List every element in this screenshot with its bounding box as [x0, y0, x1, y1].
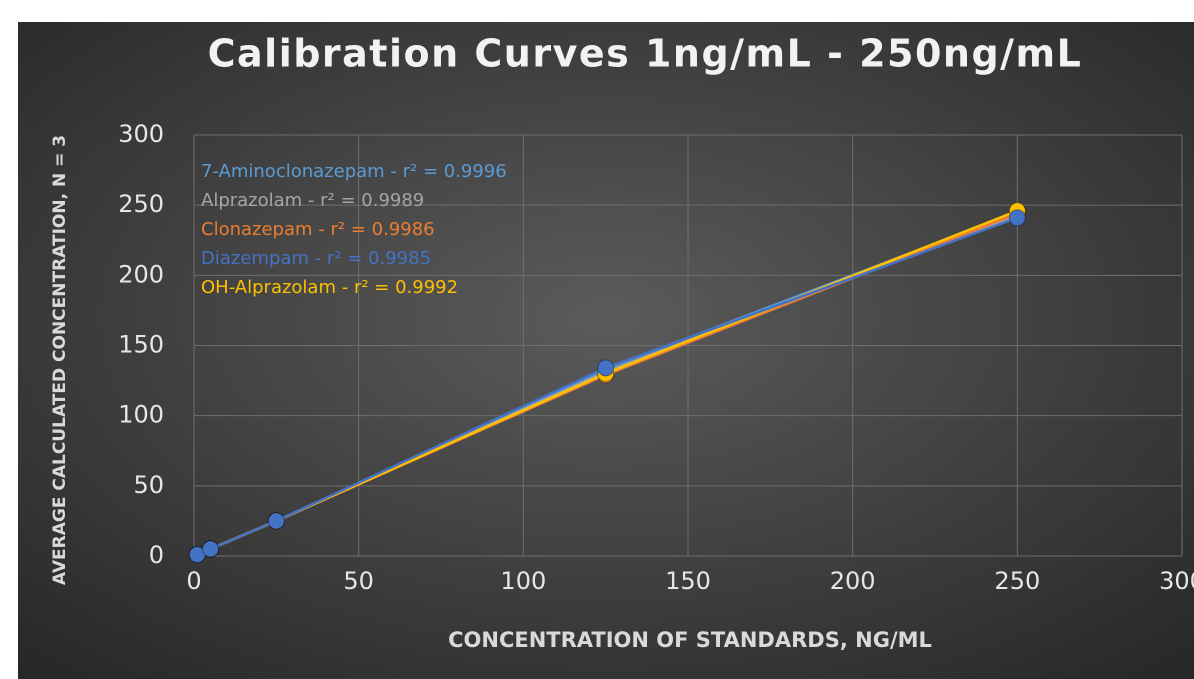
y-tick-label: 250	[118, 190, 164, 218]
y-tick-label: 200	[118, 260, 164, 288]
x-tick-label: 250	[994, 567, 1040, 595]
x-tick-label: 150	[665, 567, 711, 595]
annotations: 7-Aminoclonazepam - r² = 0.9996 Alprazola…	[201, 161, 507, 298]
data-point	[267, 512, 285, 530]
trendline-label: OH-Alprazolam - r² = 0.9992	[201, 277, 458, 298]
plot	[188, 202, 1026, 564]
y-axis-title: AVERAGE CALCULATED CONCENTRATION, N = 3	[50, 135, 70, 585]
trendline-label: Clonazepam - r² = 0.9986	[201, 219, 435, 240]
x-tick-label: 300	[1159, 567, 1194, 595]
data-point	[597, 359, 615, 377]
data-point	[1008, 209, 1026, 227]
y-tick-label: 0	[149, 541, 164, 569]
trendline-label: Alprazolam - r² = 0.9989	[201, 190, 424, 211]
x-axis-title: CONCENTRATION OF STANDARDS, NG/ML	[448, 628, 932, 652]
trendline-label: Diazempam - r² = 0.9985	[201, 248, 431, 269]
y-tick-label: 300	[118, 120, 164, 148]
y-tick-label: 50	[133, 471, 164, 499]
x-tick-label: 200	[830, 567, 876, 595]
chart-background	[18, 22, 1194, 679]
chart-title: Calibration Curves 1ng/mL - 250ng/mL	[208, 32, 1083, 76]
x-tick-label: 100	[500, 567, 546, 595]
data-point	[201, 540, 219, 558]
y-tick-label: 150	[118, 331, 164, 359]
x-tick-label: 0	[186, 567, 201, 595]
y-tick-label: 100	[118, 401, 164, 429]
x-tick-label: 50	[343, 567, 374, 595]
grid: 0 50 100 150 200 250 300 0 50 100 150 200 250 300	[118, 120, 1194, 595]
trendline-label: 7-Aminoclonazepam - r² = 0.9996	[201, 161, 507, 182]
